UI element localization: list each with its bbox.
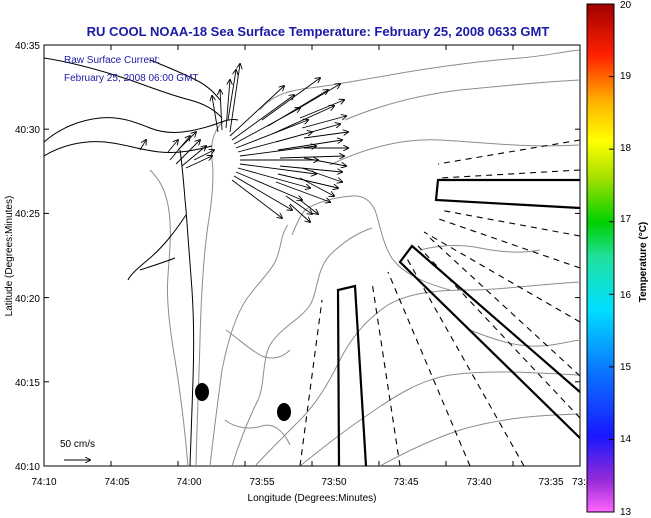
y-tick-label: 40:35: [15, 41, 40, 52]
bathymetry-contours: [149, 49, 580, 466]
colorbar-tick-label: 19: [620, 71, 632, 82]
colorbar-tick-label: 15: [620, 362, 632, 373]
y-tick-label: 40:15: [15, 378, 40, 389]
colorbar: 20 19 18 17 16 15 14 13 Temperature (°C): [586, 0, 649, 518]
y-axis-label: Latitude (Degrees:Minutes): [4, 196, 15, 317]
y-tick-labels: 40:35 40:30 40:25 40:20 40:15 40:10: [15, 41, 40, 473]
colorbar-tick-label: 14: [620, 434, 632, 445]
colorbar-tick-label: 17: [620, 214, 632, 225]
colorbar-tick-label: 16: [620, 290, 632, 301]
colorbar-tick-label: 13: [620, 507, 632, 518]
x-tick-label: 73:45: [393, 477, 418, 488]
scale-label: 50 cm/s: [60, 439, 95, 450]
x-tick-label: 73:55: [249, 477, 274, 488]
x-tick-label: 73:40: [466, 477, 491, 488]
x-tick-labels: 74:10 74:05 74:00 73:55 73:50 73:45 73:4…: [31, 477, 591, 488]
map-content: [44, 49, 580, 466]
x-tick-label: 73:3: [572, 477, 592, 488]
radial-dashed-lines: [299, 139, 580, 466]
colorbar-gradient: [586, 3, 615, 513]
y-tick-label: 40:25: [15, 209, 40, 220]
coastline: [44, 57, 239, 466]
y-tick-label: 40:30: [15, 125, 40, 136]
axis-ticks: [43, 44, 581, 467]
inset-line-1: Raw Surface Current:: [64, 55, 160, 66]
colorbar-tick-label: 20: [620, 0, 632, 11]
x-axis-label: Longitude (Degrees:Minutes): [248, 493, 377, 504]
plot-frame: [43, 44, 581, 467]
colorbar-ticks: [609, 3, 614, 513]
inset-line-2: February 25, 2008 06:00 GMT: [64, 73, 199, 84]
figure-title: RU COOL NOAA-18 Sea Surface Temperature:…: [87, 24, 550, 39]
x-tick-label: 73:35: [538, 477, 563, 488]
radar-wedges: [336, 178, 580, 466]
x-tick-label: 74:05: [104, 477, 129, 488]
x-tick-label: 74:10: [31, 477, 56, 488]
y-tick-label: 40:10: [15, 462, 40, 473]
station-marker-east: [277, 403, 291, 421]
y-tick-label: 40:20: [15, 294, 40, 305]
station-marker-west: [195, 383, 209, 401]
colorbar-tick-label: 18: [620, 143, 632, 154]
colorbar-label: Temperature (°C): [638, 222, 649, 303]
x-tick-label: 73:50: [321, 477, 346, 488]
x-tick-label: 74:00: [176, 477, 201, 488]
map-plot-area: 50 cm/s Raw Surface Current: February 25…: [43, 44, 581, 467]
current-vectors: [139, 64, 348, 222]
